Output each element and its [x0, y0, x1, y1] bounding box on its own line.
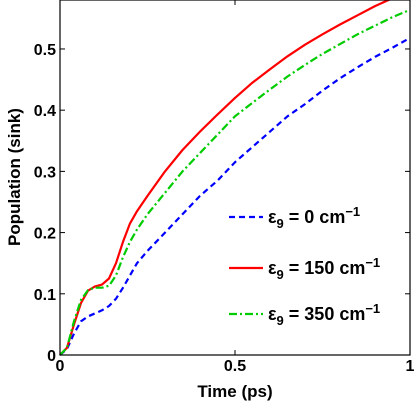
legend-label-1: ε9 = 0 cm−1 — [268, 204, 360, 231]
legend-value: = 350 cm — [284, 304, 366, 324]
legend-value: = 150 cm — [284, 258, 366, 278]
plot-frame — [59, 0, 411, 356]
x-tick-label: 1 — [406, 358, 415, 375]
legend-label-2: ε9 = 150 cm−1 — [268, 255, 380, 282]
legend: ε9 = 0 cm−1ε9 = 150 cm−1ε9 = 350 cm−1 — [229, 204, 380, 328]
series-line-3 — [59, 8, 411, 356]
legend-subscript: 9 — [277, 267, 284, 282]
legend-subscript: 9 — [277, 313, 284, 328]
y-tick-label: 0.5 — [34, 42, 56, 59]
x-tick-label: 0.5 — [224, 358, 246, 375]
legend-superscript: −1 — [365, 301, 380, 316]
y-tick-label: 0.4 — [34, 103, 56, 120]
x-axis-label: Time (ps) — [197, 382, 272, 401]
legend-subscript: 9 — [277, 216, 284, 231]
plot-background — [60, 0, 410, 355]
legend-superscript: −1 — [365, 255, 380, 270]
series-layer — [59, 0, 411, 356]
legend-symbol: ε — [268, 304, 277, 324]
y-tick-label: 0.3 — [34, 164, 56, 181]
y-tick-label: 0.2 — [34, 226, 56, 243]
y-tick-label: 0.1 — [34, 287, 56, 304]
legend-symbol: ε — [268, 258, 277, 278]
legend-label-3: ε9 = 350 cm−1 — [268, 301, 380, 328]
y-tick-label: 0 — [47, 348, 56, 365]
series-line-1 — [59, 36, 411, 356]
legend-value: = 0 cm — [284, 207, 346, 227]
legend-symbol: ε — [268, 207, 277, 227]
legend-superscript: −1 — [345, 204, 360, 219]
x-tick-label: 0 — [56, 358, 65, 375]
y-axis-label: Population (sink) — [5, 108, 24, 246]
axes-layer: 0 0.5 1 0 0.1 0.2 0.3 0.4 0.5 — [34, 0, 415, 375]
